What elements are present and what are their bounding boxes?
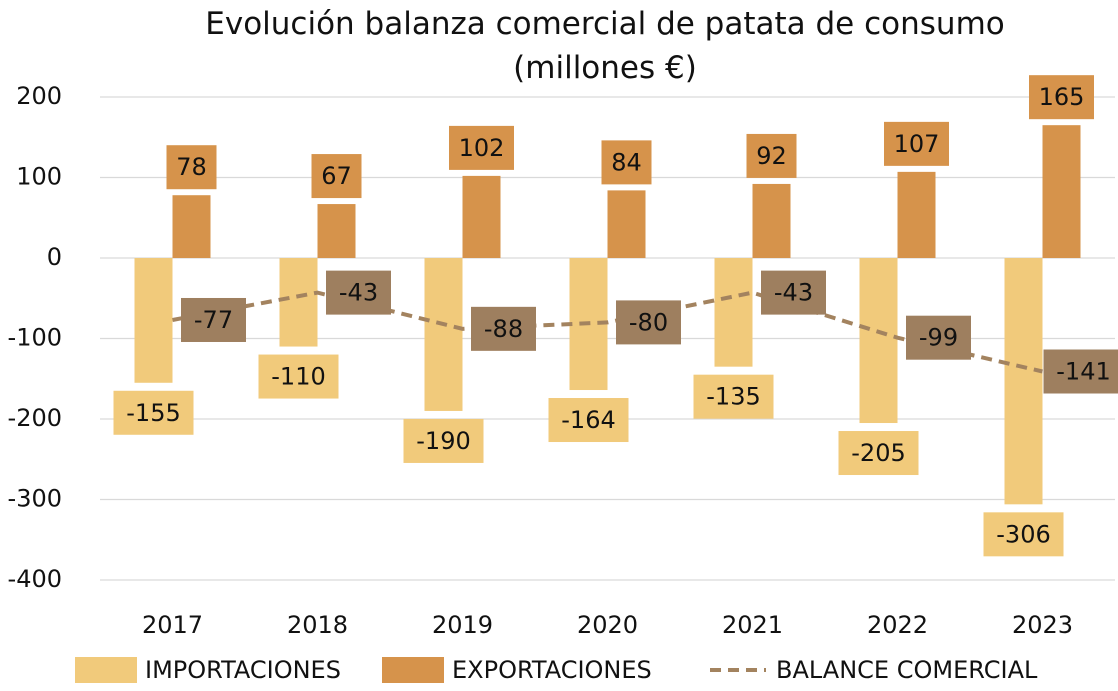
data-label: -43 [774,279,813,307]
label-box [601,140,652,185]
data-label: -135 [706,383,760,411]
label-box [548,398,629,443]
label-box [616,300,681,345]
legend-label: IMPORTACIONES [145,656,341,684]
label-box [693,374,774,419]
y-tick-label: 100 [16,163,62,191]
x-tick-label: 2019 [432,611,493,639]
data-label: -99 [919,324,958,352]
x-tick-label: 2018 [287,611,348,639]
bar [752,183,791,258]
x-tick-label: 2022 [867,611,928,639]
x-tick-label: 2020 [577,611,638,639]
bar [317,204,356,258]
bar [424,258,463,411]
y-tick-label: 200 [16,82,62,110]
bar [1004,258,1043,505]
label-box [403,418,484,463]
label-box [449,125,514,170]
bar [1042,125,1081,258]
data-label: -164 [561,406,615,434]
data-label: -77 [194,306,233,334]
bar [462,175,501,258]
bar [607,190,646,258]
bar [172,195,211,258]
y-tick-label: -100 [8,324,62,352]
bar [134,258,173,383]
bar [714,258,753,367]
data-label: -88 [484,315,523,343]
data-label: 78 [176,153,207,181]
label-box [1043,349,1118,394]
label-box [258,354,339,399]
legend-label: EXPORTACIONES [452,656,652,684]
bar [279,258,318,347]
y-tick-label: 0 [47,243,62,271]
y-tick-label: -300 [8,485,62,513]
data-label: -306 [996,520,1050,548]
label-box [471,306,536,351]
data-label: -80 [629,308,668,336]
label-box [1029,75,1094,120]
legend-label: BALANCE COMERCIAL [776,656,1038,684]
data-label: 67 [321,162,352,190]
label-box [181,297,246,342]
data-label: 165 [1039,83,1085,111]
data-label: -205 [851,439,905,467]
label-box [906,315,971,360]
x-tick-label: 2023 [1012,611,1073,639]
data-label: -155 [126,399,180,427]
data-label: 102 [459,134,505,162]
data-label: -43 [339,279,378,307]
bar [859,258,898,424]
data-label: 84 [611,148,642,176]
data-label: -110 [271,363,325,391]
label-box [326,270,391,315]
label-box [166,145,217,190]
data-label: 92 [756,142,787,170]
data-label: 107 [894,130,940,158]
bar [897,171,936,258]
data-label: -190 [416,427,470,455]
label-box [884,121,949,166]
balance-line [172,290,1043,374]
label-box [838,431,919,476]
legend-swatch [382,657,444,683]
legend-swatch [75,657,137,683]
data-label: -141 [1056,358,1110,386]
label-box [983,512,1064,557]
label-box [761,270,826,315]
x-tick-label: 2021 [722,611,783,639]
x-tick-label: 2017 [142,611,203,639]
label-box [746,133,797,178]
chart-title: Evolución balanza comercial de patata de… [205,6,1005,86]
y-tick-label: -200 [8,404,62,432]
y-tick-label: -400 [8,565,62,593]
label-box [311,154,362,199]
label-box [113,390,194,435]
